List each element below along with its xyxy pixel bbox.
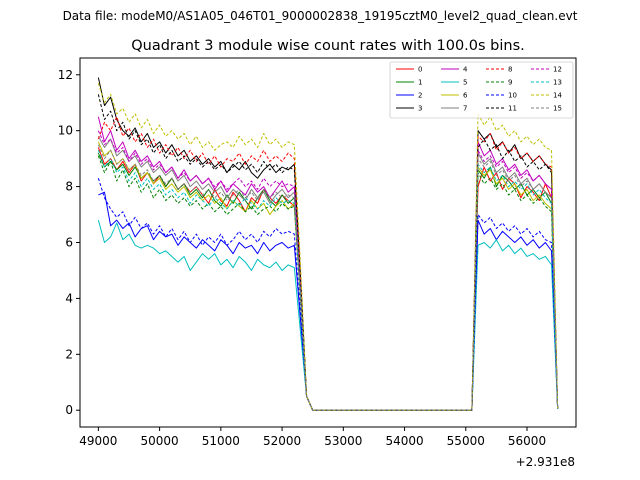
- legend-label-4: 4: [463, 66, 468, 74]
- legend-label-13: 13: [553, 79, 562, 87]
- series-line-13: [97, 150, 559, 411]
- legend-label-1: 1: [418, 79, 422, 87]
- x-tick-label: 52000: [263, 434, 301, 448]
- legend-label-15: 15: [553, 105, 562, 113]
- y-tick-label: 8: [65, 180, 73, 194]
- series-line-11: [97, 94, 559, 411]
- x-tick-label: 50000: [141, 434, 179, 448]
- series-line-15: [97, 144, 559, 411]
- series-line-5: [97, 220, 559, 411]
- legend-label-14: 14: [553, 92, 562, 100]
- series-line-9: [97, 155, 559, 411]
- x-tick-label: 55000: [447, 434, 485, 448]
- legend-label-0: 0: [418, 66, 422, 74]
- y-tick-label: 0: [65, 403, 73, 417]
- chart-title: Quadrant 3 module wise count rates with …: [131, 38, 525, 54]
- legend-frame: [389, 61, 574, 119]
- x-tick-label: 53000: [324, 434, 362, 448]
- legend-label-11: 11: [508, 105, 517, 113]
- y-tick-label: 2: [65, 347, 73, 361]
- legend-label-2: 2: [418, 92, 422, 100]
- y-tick-label: 12: [58, 68, 73, 82]
- x-tick-label: 56000: [508, 434, 546, 448]
- legend-label-9: 9: [508, 79, 512, 87]
- plot-frame: [79, 57, 577, 428]
- series-line-0: [97, 147, 559, 411]
- plot-lines: [97, 77, 559, 411]
- legend-label-5: 5: [463, 79, 467, 87]
- series-line-1: [97, 152, 559, 411]
- legend-label-8: 8: [508, 66, 512, 74]
- legend-label-6: 6: [463, 92, 468, 100]
- x-tick-label: 49000: [79, 434, 117, 448]
- y-tick-label: 10: [58, 124, 73, 138]
- legend-label-7: 7: [463, 105, 467, 113]
- series-line-12: [97, 130, 559, 411]
- y-tick-label: 4: [65, 291, 73, 305]
- series-line-10: [97, 178, 559, 411]
- x-tick-label: 54000: [385, 434, 423, 448]
- axes-ticks: 49000 50000 51000 52000 53000 54000 55000 56000…: [58, 68, 546, 448]
- legend-label-12: 12: [553, 66, 562, 74]
- x-offset-label: +2.931e8: [516, 455, 575, 469]
- legend-label-3: 3: [418, 105, 422, 113]
- series-line-6: [97, 141, 559, 411]
- x-tick-label: 51000: [202, 434, 240, 448]
- series-line-3: [97, 77, 559, 411]
- series-line-8: [97, 116, 559, 411]
- series-line-7: [97, 136, 559, 411]
- series-line-14: [97, 83, 559, 411]
- series-line-4: [97, 116, 559, 411]
- series-line-2: [98, 191, 559, 411]
- legend-label-10: 10: [508, 92, 517, 100]
- y-tick-label: 6: [65, 236, 73, 250]
- chart-subtitle: Data file: modeM0/AS1A05_046T01_90000028…: [63, 9, 578, 23]
